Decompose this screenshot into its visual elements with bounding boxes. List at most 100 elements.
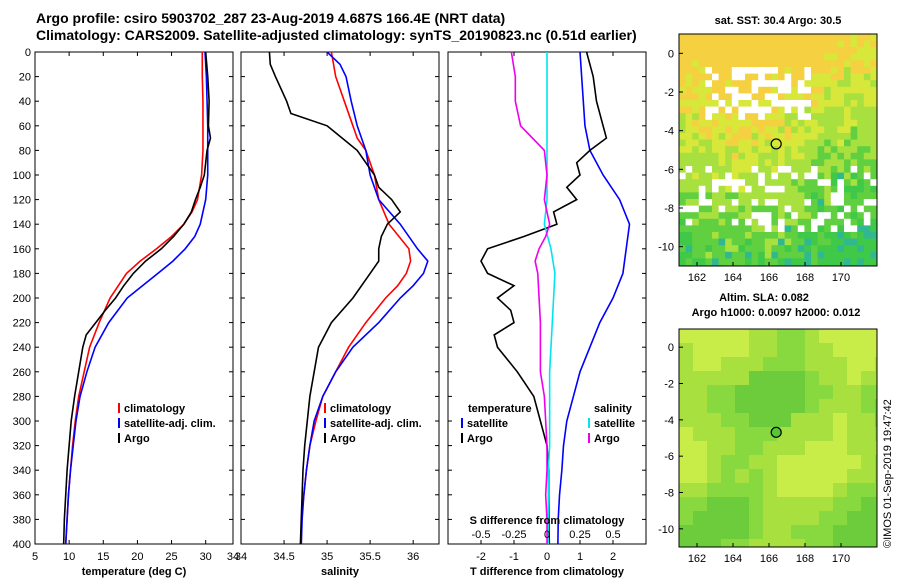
map-cell — [712, 172, 720, 180]
map-cell — [863, 245, 871, 253]
map-cell — [725, 205, 733, 213]
map-cell — [870, 232, 877, 240]
map-cell — [692, 119, 700, 127]
map-cell — [707, 455, 722, 470]
map-cell — [707, 497, 722, 512]
map-cell — [745, 251, 753, 259]
map-cell — [805, 413, 820, 428]
y-tick-label: 60 — [19, 121, 31, 133]
map-cell — [721, 511, 736, 526]
map-cell — [712, 60, 720, 68]
map-cell — [749, 413, 764, 428]
map-cell — [811, 126, 819, 134]
map-cell — [679, 80, 687, 88]
map-cell — [712, 80, 720, 88]
map-cell — [791, 146, 799, 154]
map-cell — [771, 159, 779, 167]
map-cell — [679, 371, 694, 386]
imos-credit: ©IMOS 01-Sep-2019 19:47:42 — [882, 399, 894, 548]
map-cell — [751, 225, 759, 233]
map-cell — [870, 185, 877, 193]
map-cell — [830, 159, 838, 167]
map-cell — [830, 199, 838, 207]
map-cell — [751, 146, 759, 154]
map-cell — [751, 93, 759, 101]
map-cell — [784, 113, 792, 121]
map-y-tick-label: -2 — [664, 379, 674, 391]
map-cell — [698, 34, 706, 42]
map-cell — [698, 126, 706, 134]
map-cell — [718, 93, 726, 101]
map-cell — [791, 329, 806, 344]
map-cell — [857, 199, 865, 207]
map-cell — [721, 455, 736, 470]
map-cell — [817, 258, 825, 266]
map-cell — [725, 258, 733, 266]
map-cell — [817, 119, 825, 127]
map-cell — [692, 225, 700, 233]
map-cell — [791, 343, 806, 358]
map-cell — [833, 455, 848, 470]
map-cell — [731, 212, 739, 220]
map-cell — [679, 245, 687, 253]
map-cell — [693, 469, 708, 484]
map-cell — [777, 371, 792, 386]
map-cell — [763, 399, 778, 414]
map-cell — [811, 113, 819, 121]
map-x-tick-label: 162 — [688, 553, 706, 565]
map-cell — [824, 47, 832, 55]
map-cell — [764, 238, 772, 246]
map-cell — [692, 172, 700, 180]
map-cell — [745, 238, 753, 246]
map-cell — [863, 53, 871, 61]
map-cell — [738, 146, 746, 154]
map-cell — [817, 126, 825, 134]
map-cell — [784, 47, 792, 55]
map-cell — [692, 218, 700, 226]
map-cell — [837, 40, 845, 48]
map-cell — [811, 93, 819, 101]
map-cell — [811, 40, 819, 48]
x-tick-label: 34.5 — [273, 551, 294, 563]
map-cell — [784, 232, 792, 240]
map-cell — [830, 133, 838, 141]
map-cell — [837, 199, 845, 207]
map-cell — [705, 232, 713, 240]
map-cell — [870, 86, 877, 94]
map-cell — [791, 371, 806, 386]
legend-label: climatology — [124, 403, 186, 415]
map-cell — [870, 251, 877, 259]
map-cell — [811, 67, 819, 75]
map-cell — [784, 119, 792, 127]
map-cell — [698, 225, 706, 233]
map-cell — [685, 185, 693, 193]
map-cell — [817, 238, 825, 246]
map-cell — [718, 258, 726, 266]
map-cell — [725, 159, 733, 167]
map-cell — [830, 53, 838, 61]
y-tick-label: 240 — [13, 342, 31, 354]
map-cell — [797, 93, 805, 101]
map-cell — [811, 212, 819, 220]
map-cell — [718, 67, 726, 75]
map-cell — [698, 185, 706, 193]
map-cell — [725, 40, 733, 48]
map-cell — [738, 93, 746, 101]
map-cell — [791, 152, 799, 160]
y-tick-label: 100 — [13, 170, 31, 182]
map-cell — [811, 238, 819, 246]
map-cell — [784, 80, 792, 88]
map-cell — [731, 100, 739, 108]
map-cell — [804, 166, 812, 174]
map-cell — [791, 34, 799, 42]
map-cell — [861, 329, 876, 344]
map-cell — [758, 166, 766, 174]
map-cell — [745, 139, 753, 147]
map-cell — [758, 119, 766, 127]
map-cell — [712, 225, 720, 233]
map-cell — [745, 199, 753, 207]
map-cell — [778, 126, 786, 134]
map-cell — [784, 218, 792, 226]
map-cell — [771, 172, 779, 180]
legend-label: climatology — [330, 403, 392, 415]
